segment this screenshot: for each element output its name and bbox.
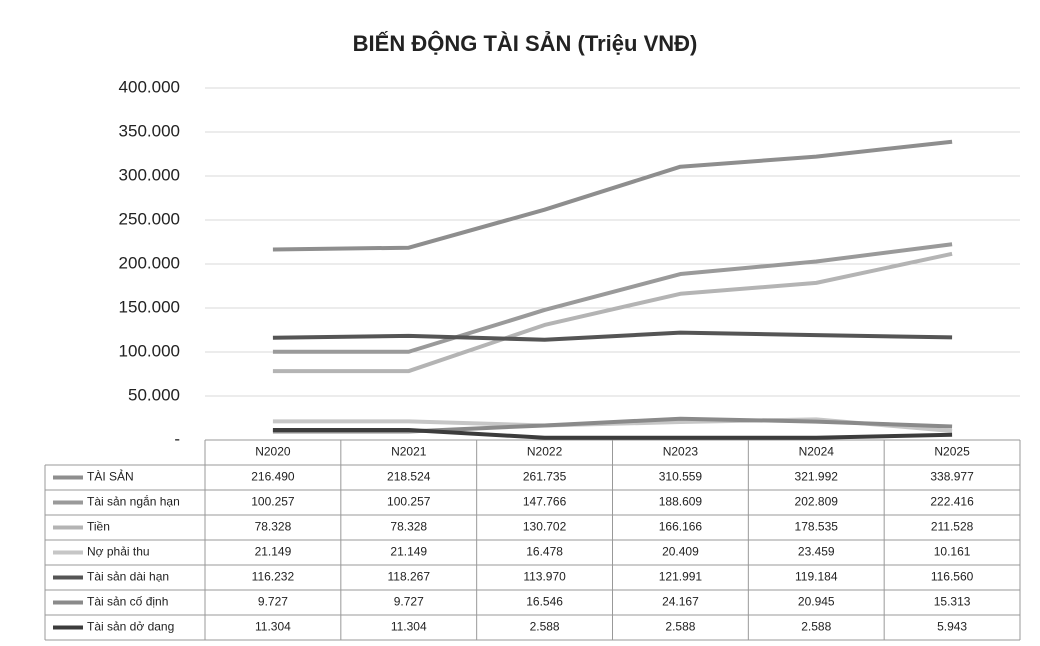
legend-label: Nợ phải thu xyxy=(87,545,150,559)
table-value: 2.588 xyxy=(665,620,695,634)
table-value: 216.490 xyxy=(251,470,295,484)
series-line xyxy=(272,251,953,374)
series-line xyxy=(272,428,953,440)
chart-title: BIẾN ĐỘNG TÀI SẢN (Triệu VNĐ) xyxy=(353,31,698,56)
table-value: 9.727 xyxy=(258,595,288,609)
legend-label: Tiền xyxy=(87,520,110,534)
y-tick-label: 50.000 xyxy=(128,385,180,404)
table-value: 20.945 xyxy=(798,595,835,609)
y-tick-label: 350.000 xyxy=(119,121,180,140)
table-value: 100.257 xyxy=(251,495,295,509)
table-value: 130.702 xyxy=(523,520,567,534)
y-tick-label: 250.000 xyxy=(119,209,180,228)
table-value: 178.535 xyxy=(795,520,839,534)
legend-label: Tài sản dài hạn xyxy=(87,570,169,584)
y-tick-label: 400.000 xyxy=(119,77,180,96)
table-value: 116.560 xyxy=(931,570,974,584)
table-value: 24.167 xyxy=(662,595,699,609)
table-value: 202.809 xyxy=(795,495,839,509)
y-tick-label: 150.000 xyxy=(119,297,180,316)
table-value: 11.304 xyxy=(255,620,291,634)
table-value: 116.232 xyxy=(252,570,295,584)
table-value: 21.149 xyxy=(255,545,292,559)
table-value: 78.328 xyxy=(390,520,427,534)
table-value: 147.766 xyxy=(523,495,567,509)
table-value: 10.161 xyxy=(934,545,971,559)
table-value: 11.304 xyxy=(391,620,427,634)
table-value: 16.478 xyxy=(526,545,563,559)
table-value: 9.727 xyxy=(394,595,424,609)
x-tick-label: N2021 xyxy=(391,445,427,459)
table-value: 338.977 xyxy=(930,470,974,484)
legend-label: Tài sản dở dang xyxy=(87,620,174,634)
series-line xyxy=(272,330,953,342)
series-line xyxy=(272,139,953,252)
table-value: 118.267 xyxy=(388,570,431,584)
series-line xyxy=(272,242,953,354)
table-value: 100.257 xyxy=(387,495,431,509)
legend-label: Tài sản ngắn hạn xyxy=(87,494,180,509)
table-value: 15.313 xyxy=(934,595,971,609)
legend-label: TÀI SẢN xyxy=(87,469,134,484)
table-value: 2.588 xyxy=(530,620,560,634)
table-value: 166.166 xyxy=(659,520,703,534)
table-value: 20.409 xyxy=(662,545,699,559)
table-value: 23.459 xyxy=(798,545,835,559)
table-value: 78.328 xyxy=(255,520,292,534)
table-value: 211.528 xyxy=(931,520,974,534)
table-value: 121.991 xyxy=(659,570,703,584)
x-tick-label: N2024 xyxy=(799,445,835,459)
table-value: 21.149 xyxy=(390,545,427,559)
table-value: 218.524 xyxy=(387,470,431,484)
table-value: 119.184 xyxy=(795,570,838,584)
y-tick-label: 300.000 xyxy=(119,165,180,184)
table-value: 188.609 xyxy=(659,495,703,509)
x-tick-label: N2020 xyxy=(255,445,291,459)
table-value: 16.546 xyxy=(526,595,563,609)
table-value: 2.588 xyxy=(801,620,831,634)
table-value: 310.559 xyxy=(659,470,703,484)
x-tick-label: N2025 xyxy=(934,445,970,459)
table-value: 5.943 xyxy=(937,620,967,634)
x-tick-label: N2023 xyxy=(663,445,699,459)
table-value: 222.416 xyxy=(930,495,974,509)
y-tick-label: 100.000 xyxy=(119,341,180,360)
y-tick-label: - xyxy=(174,429,180,448)
table-value: 261.735 xyxy=(523,470,567,484)
x-tick-label: N2022 xyxy=(527,445,563,459)
legend-label: Tài sản cố định xyxy=(87,595,168,609)
table-value: 113.970 xyxy=(523,570,566,584)
table-value: 321.992 xyxy=(795,470,839,484)
y-tick-label: 200.000 xyxy=(119,253,180,272)
